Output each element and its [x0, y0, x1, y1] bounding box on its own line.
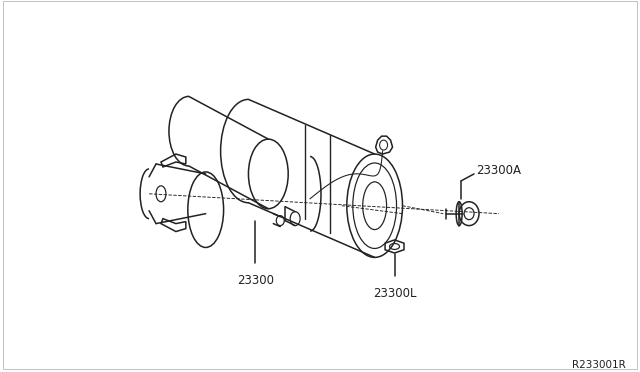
- Text: 23300: 23300: [237, 274, 274, 287]
- Text: 23300L: 23300L: [372, 287, 416, 300]
- Text: 23300A: 23300A: [476, 164, 521, 177]
- Text: R233001R: R233001R: [572, 360, 626, 370]
